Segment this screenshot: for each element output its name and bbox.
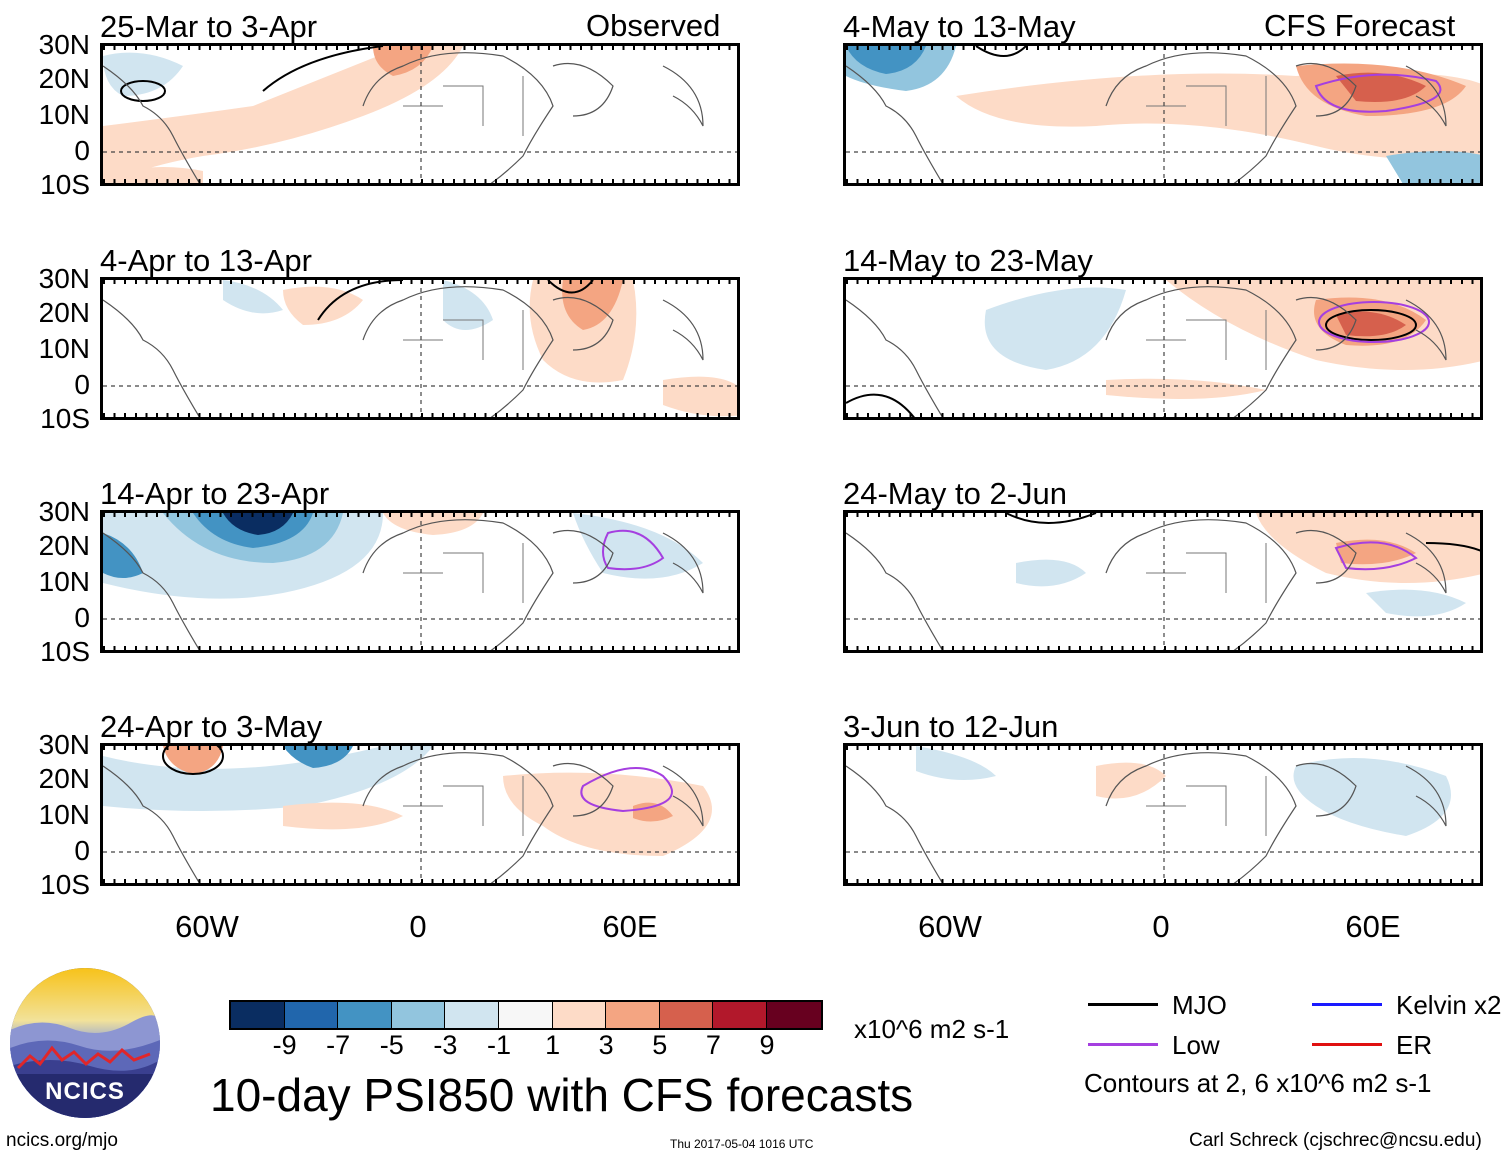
legend-label: Kelvin x2 bbox=[1396, 990, 1502, 1020]
latitude-label: 20N bbox=[38, 763, 90, 794]
colorbar-tick: 5 bbox=[652, 1030, 668, 1060]
colorbar-tick: 9 bbox=[759, 1030, 775, 1060]
footer-timestamp: Thu 2017-05-04 1016 UTC bbox=[670, 1137, 814, 1151]
panel-period-title: 14-Apr to 23-Apr bbox=[100, 476, 330, 511]
latitude-label: 10N bbox=[38, 799, 90, 830]
map-panel bbox=[100, 43, 740, 186]
legend-label: Low bbox=[1172, 1030, 1220, 1060]
legend-label: MJO bbox=[1172, 990, 1227, 1020]
panel-period-title: 24-May to 2-Jun bbox=[843, 476, 1067, 511]
footer-url[interactable]: ncics.org/mjo bbox=[6, 1130, 118, 1151]
legend-note: Contours at 2, 6 x10^6 m2 s-1 bbox=[1084, 1068, 1432, 1098]
colorbar-swatch bbox=[284, 1002, 339, 1028]
latitude-label: 0 bbox=[74, 369, 90, 400]
colorbar-tick: -1 bbox=[486, 1030, 511, 1060]
colorbar-swatch bbox=[338, 1002, 392, 1028]
longitude-label: 60W bbox=[918, 909, 982, 944]
main-title: 10-day PSI850 with CFS forecasts bbox=[210, 1069, 914, 1121]
legend-swatch-low bbox=[1088, 1043, 1158, 1046]
latitude-label: 20N bbox=[38, 63, 90, 94]
ncics-logo: NCICS bbox=[10, 968, 160, 1118]
panel-period-title: 25-Mar to 3-Apr bbox=[100, 9, 318, 44]
colorbar-tick: -7 bbox=[326, 1030, 351, 1060]
colorbar-swatch bbox=[391, 1002, 446, 1028]
colorbar-tick: 3 bbox=[598, 1030, 614, 1060]
latitude-label: 30N bbox=[38, 729, 90, 760]
colorbar-tick: 7 bbox=[705, 1030, 721, 1060]
panel-period-title: 14-May to 23-May bbox=[843, 243, 1093, 278]
colorbar bbox=[229, 1000, 823, 1030]
latitude-label: 30N bbox=[38, 263, 90, 294]
latitude-label: 0 bbox=[74, 602, 90, 633]
latitude-label: 20N bbox=[38, 530, 90, 561]
legend-label: ER bbox=[1396, 1030, 1433, 1060]
map-panel bbox=[100, 277, 740, 420]
panel-period-title: 4-May to 13-May bbox=[843, 9, 1076, 44]
map-panel bbox=[100, 510, 740, 653]
logo-text: NCICS bbox=[45, 1078, 125, 1105]
colorbar-tick: -5 bbox=[379, 1030, 404, 1060]
latitude-label: 10S bbox=[40, 403, 90, 434]
map-panel bbox=[843, 743, 1483, 886]
colorbar-swatch bbox=[766, 1002, 821, 1028]
longitude-label: 60E bbox=[602, 909, 658, 944]
colorbar-tick: -3 bbox=[433, 1030, 458, 1060]
colorbar-swatch bbox=[606, 1002, 660, 1028]
panel-period-title: 3-Jun to 12-Jun bbox=[843, 709, 1059, 744]
latitude-label: 10N bbox=[38, 566, 90, 597]
legend-swatch-mjo bbox=[1088, 1003, 1158, 1006]
map-panel bbox=[843, 43, 1483, 186]
map-panel bbox=[843, 277, 1483, 420]
longitude-label: 0 bbox=[409, 909, 427, 944]
map-panel bbox=[843, 510, 1483, 653]
legend-swatch-kelvin-x2 bbox=[1312, 1003, 1382, 1006]
longitude-label: 0 bbox=[1152, 909, 1170, 944]
latitude-label: 20N bbox=[38, 297, 90, 328]
colorbar-swatch bbox=[231, 1002, 285, 1028]
colorbar-swatch bbox=[445, 1002, 499, 1028]
panel-period-title: 4-Apr to 13-Apr bbox=[100, 243, 312, 278]
latitude-label: 0 bbox=[74, 135, 90, 166]
footer-credit: Carl Schreck (cjschrec@ncsu.edu) bbox=[1189, 1130, 1482, 1151]
colorbar-swatch bbox=[498, 1002, 553, 1028]
map-panel bbox=[100, 743, 740, 886]
latitude-label: 30N bbox=[38, 496, 90, 527]
latitude-label: 30N bbox=[38, 29, 90, 60]
observed-label: Observed bbox=[586, 8, 721, 43]
latitude-label: 10S bbox=[40, 636, 90, 667]
cfs-forecast-label: CFS Forecast bbox=[1264, 8, 1456, 43]
colorbar-units: x10^6 m2 s-1 bbox=[854, 1014, 1010, 1044]
colorbar-swatch bbox=[713, 1002, 767, 1028]
colorbar-tick: 1 bbox=[545, 1030, 561, 1060]
legend-swatch-er bbox=[1312, 1043, 1382, 1046]
latitude-label: 10S bbox=[40, 169, 90, 200]
latitude-label: 0 bbox=[74, 835, 90, 866]
colorbar-tick: -9 bbox=[272, 1030, 297, 1060]
longitude-label: 60E bbox=[1345, 909, 1401, 944]
colorbar-swatch bbox=[552, 1002, 607, 1028]
latitude-label: 10S bbox=[40, 869, 90, 900]
longitude-label: 60W bbox=[175, 909, 239, 944]
colorbar-swatch bbox=[659, 1002, 714, 1028]
latitude-label: 10N bbox=[38, 99, 90, 130]
panel-period-title: 24-Apr to 3-May bbox=[100, 709, 323, 744]
latitude-label: 10N bbox=[38, 333, 90, 364]
